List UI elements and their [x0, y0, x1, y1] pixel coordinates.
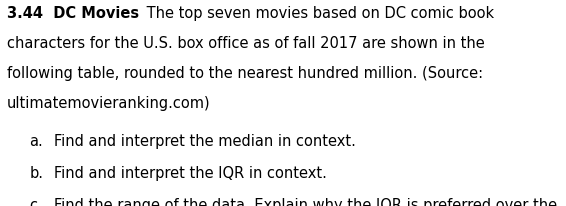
Text: following table, rounded to the nearest hundred million. (Source:: following table, rounded to the nearest …: [7, 66, 483, 81]
Text: Find and interpret the median in context.: Find and interpret the median in context…: [54, 134, 355, 149]
Text: c.: c.: [29, 198, 42, 206]
Text: characters for the U.S. box office as of fall 2017 are shown in the: characters for the U.S. box office as of…: [7, 36, 484, 51]
Text: ultimatemovieranking.com): ultimatemovieranking.com): [7, 96, 211, 111]
Text: Find the range of the data. Explain why the IQR is preferred over the: Find the range of the data. Explain why …: [54, 198, 557, 206]
Text: b.: b.: [29, 166, 44, 181]
Text: Find and interpret the IQR in context.: Find and interpret the IQR in context.: [54, 166, 327, 181]
Text: 3.44  DC Movies: 3.44 DC Movies: [7, 6, 139, 21]
Text: a.: a.: [29, 134, 43, 149]
Text: The top seven movies based on DC comic book: The top seven movies based on DC comic b…: [142, 6, 494, 21]
